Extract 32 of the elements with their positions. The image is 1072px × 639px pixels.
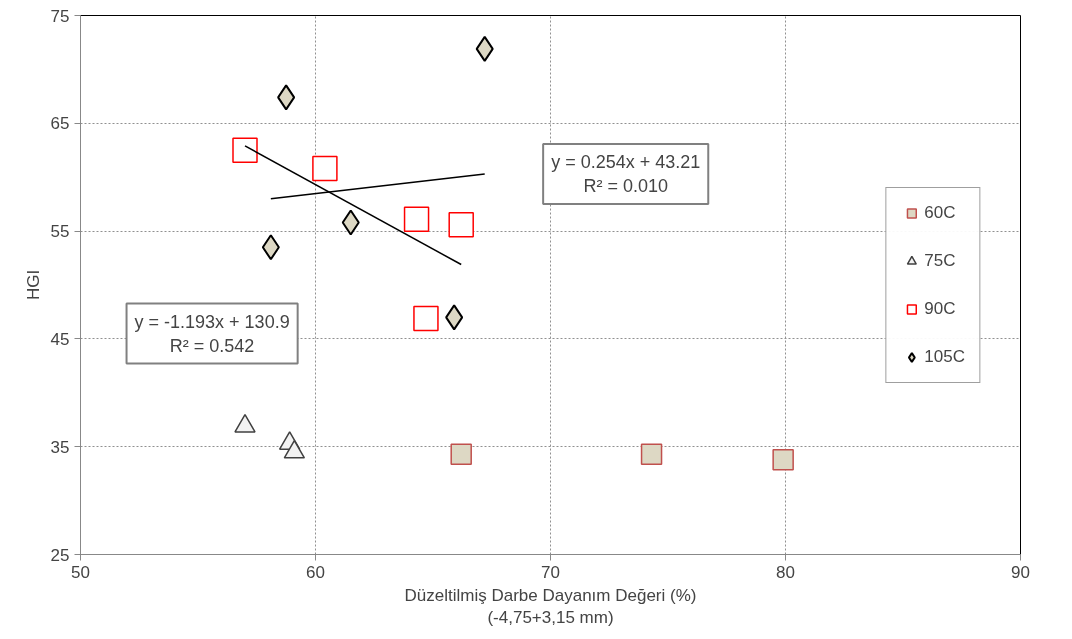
point [772, 448, 794, 471]
y-tick-label: 45 [50, 329, 70, 349]
point [277, 84, 296, 111]
legend-label: 105C [924, 346, 965, 367]
annotation: y = 0.254x + 43.21 R² = 0.010 [551, 151, 701, 196]
y-tick-label: 55 [50, 222, 70, 242]
y-tick-label: 65 [50, 114, 70, 134]
y-axis-title: HGI [23, 269, 43, 301]
x-axis-title: Düzeltilmiş Darbe Dayanım Değeri (%) (-4,75+3,15 mm) [404, 585, 697, 628]
point [403, 206, 430, 232]
point [413, 305, 439, 332]
point [261, 234, 280, 261]
point [450, 443, 472, 465]
point [341, 209, 360, 236]
legend-label: 75C [924, 250, 956, 271]
legend-label: 60C [924, 202, 956, 223]
x-tick-label: 60 [306, 562, 325, 582]
point [232, 137, 258, 163]
y-tick-label: 35 [50, 437, 70, 457]
x-tick-label: 80 [776, 562, 795, 582]
point [448, 211, 474, 238]
point [445, 304, 464, 331]
legend-label: 90C [924, 298, 956, 319]
annotation: y = -1.193x + 130.9 R² = 0.542 [134, 311, 290, 356]
point [475, 35, 494, 62]
x-tick-label: 70 [541, 562, 560, 582]
y-tick-label: 25 [50, 545, 70, 565]
point [640, 443, 663, 465]
y-tick-label: 75 [50, 6, 70, 26]
point [312, 155, 338, 182]
x-tick-label: 90 [1011, 562, 1030, 582]
x-tick-label: 50 [71, 562, 90, 582]
